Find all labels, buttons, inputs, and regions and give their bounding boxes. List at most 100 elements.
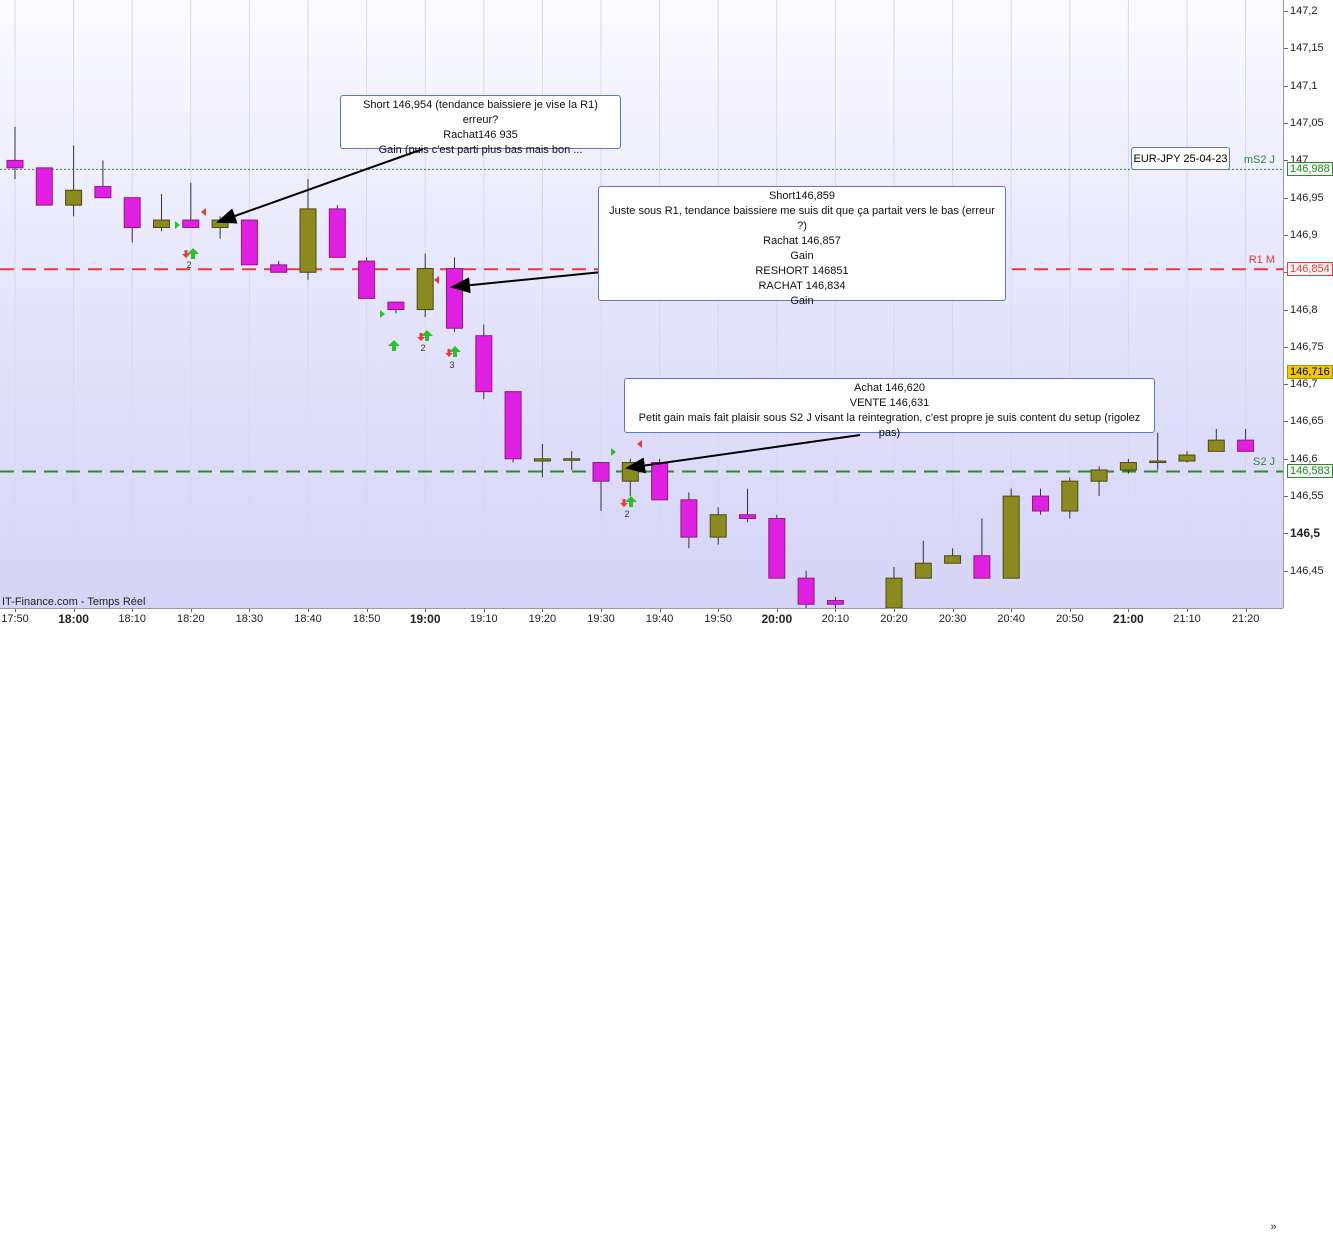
chart-plot-area[interactable]: 2 2 3 2 Short 146,954 (tendance baissiere j… bbox=[0, 0, 1283, 608]
y-tick bbox=[1284, 197, 1288, 199]
annotation-line: RACHAT 146,834 bbox=[758, 280, 846, 292]
level-tag: R1 M bbox=[1248, 254, 1275, 267]
candle-body bbox=[65, 189, 83, 206]
y-tick bbox=[1284, 272, 1288, 274]
signal-triangle bbox=[434, 276, 439, 284]
y-tick bbox=[1284, 85, 1288, 87]
x-tick-label: 20:20 bbox=[880, 613, 908, 625]
x-tick-label: 21:10 bbox=[1173, 613, 1201, 625]
y-tick-label: 147,05 bbox=[1290, 117, 1324, 130]
y-tick bbox=[1284, 346, 1288, 348]
candle-body bbox=[416, 268, 434, 311]
sell-arrow bbox=[445, 349, 453, 357]
y-tick bbox=[1284, 384, 1288, 386]
trade-annotation-3: Achat 146,620 VENTE 146,631 Petit gain mai… bbox=[624, 378, 1155, 439]
y-tick bbox=[1284, 160, 1288, 162]
candle-body bbox=[621, 462, 639, 482]
candle-body bbox=[914, 562, 932, 579]
x-tick bbox=[15, 609, 16, 612]
candle-body bbox=[6, 159, 24, 169]
data-source-label: IT-Finance.com - Temps Réel bbox=[2, 596, 146, 608]
candle-body bbox=[504, 391, 522, 460]
level-price-box: 146,583 bbox=[1287, 464, 1333, 479]
x-tick bbox=[308, 609, 309, 612]
signal-count: 3 bbox=[449, 360, 454, 370]
sell-arrow bbox=[417, 333, 425, 341]
x-tick-label: 21:00 bbox=[1113, 612, 1144, 626]
x-tick bbox=[425, 609, 427, 612]
x-tick bbox=[190, 609, 192, 612]
y-tick-label: 147,15 bbox=[1290, 42, 1324, 55]
time-axis[interactable]: » 17:50 18:00 18:10 18:20 18:30 18:40 18:50 19:… bbox=[0, 608, 1283, 1233]
x-tick bbox=[73, 609, 75, 612]
x-tick bbox=[542, 609, 544, 612]
x-tick-label: 18:20 bbox=[177, 613, 205, 625]
y-tick bbox=[1284, 496, 1288, 498]
x-tick-label: 18:00 bbox=[58, 612, 89, 626]
x-tick-label: 20:40 bbox=[997, 613, 1025, 625]
y-tick-label: 146,8 bbox=[1290, 303, 1318, 316]
trade-annotation-1: Short 146,954 (tendance baissiere je vis… bbox=[340, 95, 621, 156]
buy-arrow bbox=[388, 340, 400, 351]
x-tick-label: 20:10 bbox=[821, 613, 850, 625]
buy-arrow bbox=[421, 330, 433, 341]
signal-triangle bbox=[175, 221, 180, 229]
candle-body bbox=[123, 197, 141, 229]
x-tick bbox=[952, 609, 954, 612]
level-tag: mS2 J bbox=[1243, 154, 1275, 167]
candle-body bbox=[1178, 454, 1196, 462]
y-tick-label: 146,9 bbox=[1290, 228, 1318, 241]
candle-body bbox=[1119, 462, 1137, 471]
buy-arrow bbox=[625, 496, 637, 507]
x-tick bbox=[1187, 609, 1188, 612]
candle-body bbox=[533, 458, 551, 462]
symbol-label: EUR-JPY 25-04-23 bbox=[1131, 147, 1230, 170]
y-tick-label: 146,55 bbox=[1290, 490, 1324, 503]
y-tick-label: 146,65 bbox=[1290, 415, 1324, 428]
buy-arrow bbox=[187, 248, 199, 259]
x-tick-label: 19:20 bbox=[528, 613, 557, 625]
x-tick-label: 19:00 bbox=[409, 612, 441, 626]
annotation-line: RESHORT 146851 bbox=[755, 265, 849, 277]
x-tick bbox=[1069, 609, 1071, 612]
signal-triangle bbox=[611, 448, 616, 456]
signal-triangle bbox=[637, 440, 642, 448]
signal-triangle bbox=[201, 208, 206, 216]
annotation-line: Petit gain mais fait plaisir sous S2 J v… bbox=[638, 412, 1141, 439]
y-tick bbox=[1284, 123, 1288, 125]
candle-body bbox=[973, 555, 991, 579]
sell-arrow bbox=[620, 499, 628, 507]
candlestick-chart: 2 2 3 2 bbox=[0, 0, 1283, 608]
x-tick bbox=[894, 609, 895, 612]
x-tick-label: 19:10 bbox=[470, 613, 498, 625]
candle-body bbox=[358, 260, 376, 299]
x-tick bbox=[776, 609, 778, 612]
candle-body bbox=[826, 600, 844, 605]
candle-body bbox=[1032, 495, 1049, 512]
candle-body bbox=[387, 301, 405, 311]
candle-body bbox=[475, 335, 493, 393]
annotation-line: Juste sous R1, tendance baissiere me sui… bbox=[609, 205, 995, 232]
candle-body bbox=[94, 186, 112, 199]
sell-arrow bbox=[182, 250, 190, 258]
annotation-line: Rachat146 935 bbox=[443, 129, 518, 141]
candle-body bbox=[797, 577, 815, 605]
y-tick bbox=[1284, 533, 1288, 535]
x-tick bbox=[835, 609, 837, 612]
candle-body bbox=[768, 517, 786, 579]
x-tick-label: 18:50 bbox=[352, 613, 381, 625]
trade-annotation-2: Short146,859 Juste sous R1, tendance bais… bbox=[598, 186, 1006, 307]
candle-body bbox=[328, 208, 346, 258]
candle-body bbox=[1090, 469, 1108, 482]
candle-body bbox=[709, 514, 727, 538]
x-tick-label: 17:50 bbox=[1, 613, 29, 625]
annotation-line: Achat 146,620 bbox=[854, 382, 925, 394]
candle-body bbox=[1149, 460, 1167, 464]
x-tick bbox=[132, 609, 134, 612]
x-tick-label: 20:50 bbox=[1056, 613, 1084, 625]
scroll-right-button[interactable]: » bbox=[1270, 1221, 1277, 1233]
annotation-line: Gain (puis c'est parti plus bas mais bon… bbox=[378, 144, 583, 156]
x-tick-label: 19:40 bbox=[645, 613, 674, 625]
candle-body bbox=[563, 458, 581, 461]
price-axis[interactable]: 147,2 147,15 147,1 147,05 147 146,95 146,9 146,… bbox=[1283, 0, 1333, 608]
